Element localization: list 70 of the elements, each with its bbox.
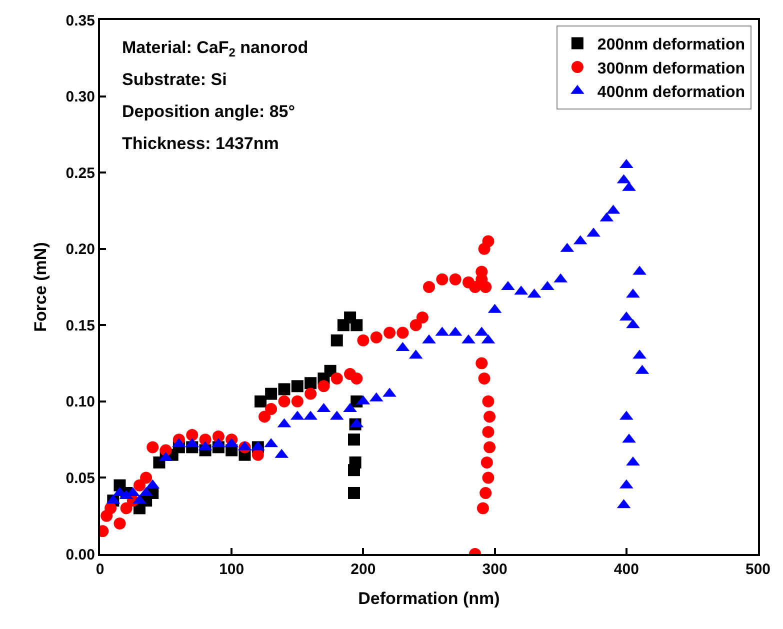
point bbox=[480, 456, 493, 468]
x-tick-label: 400 bbox=[614, 561, 639, 578]
point bbox=[265, 388, 278, 400]
point bbox=[416, 312, 428, 324]
point bbox=[104, 502, 117, 514]
point bbox=[370, 331, 382, 344]
point bbox=[278, 395, 290, 408]
point bbox=[304, 388, 317, 400]
point bbox=[133, 479, 146, 492]
point bbox=[318, 380, 330, 392]
point bbox=[476, 502, 489, 514]
point bbox=[482, 235, 494, 248]
point bbox=[254, 395, 267, 408]
y-tick-label: 0.20 bbox=[66, 241, 95, 258]
legend-label: 300nm deformation bbox=[597, 60, 746, 78]
point bbox=[482, 426, 494, 438]
point bbox=[330, 334, 343, 346]
annotation: Material: CaF$_{2}$ nanorod bbox=[122, 38, 308, 60]
point bbox=[114, 517, 126, 530]
point bbox=[278, 383, 290, 396]
point bbox=[449, 273, 462, 286]
x-tick-label: 200 bbox=[350, 561, 376, 578]
point bbox=[484, 410, 496, 423]
point bbox=[291, 395, 304, 408]
y-tick-label: 0.05 bbox=[66, 470, 95, 487]
point bbox=[258, 410, 270, 423]
legend-label: 400nm deformation bbox=[597, 84, 746, 102]
point bbox=[350, 372, 363, 385]
x-tick-label: 0 bbox=[96, 561, 104, 578]
point bbox=[482, 472, 494, 484]
point bbox=[350, 319, 363, 332]
point bbox=[478, 372, 490, 385]
point bbox=[423, 281, 435, 293]
y-tick-label: 0.15 bbox=[66, 317, 95, 334]
annotation: Thickness: 1437nm bbox=[122, 134, 279, 153]
point bbox=[480, 281, 492, 293]
point bbox=[186, 428, 198, 441]
point bbox=[484, 441, 496, 454]
point bbox=[291, 380, 304, 392]
point bbox=[146, 441, 159, 454]
point bbox=[120, 502, 132, 514]
y-tick-label: 0.30 bbox=[66, 88, 95, 106]
point bbox=[348, 464, 360, 476]
annotation: Deposition angle: 85° bbox=[122, 102, 296, 121]
y-tick-label: 0.25 bbox=[66, 164, 95, 182]
point bbox=[482, 395, 494, 408]
y-axis-title: Force (mN) bbox=[30, 242, 50, 332]
point bbox=[436, 273, 448, 286]
annotation: Substrate: Si bbox=[122, 70, 227, 89]
y-tick-label: 0.10 bbox=[66, 394, 95, 411]
x-tick-label: 100 bbox=[219, 561, 244, 578]
point bbox=[140, 472, 152, 484]
x-tick-label: 300 bbox=[482, 561, 508, 578]
point bbox=[476, 357, 488, 370]
y-tick-label: 0.35 bbox=[66, 12, 95, 30]
point bbox=[384, 326, 396, 339]
legend-label: 200nm deformation bbox=[597, 36, 746, 54]
point bbox=[357, 334, 370, 346]
point bbox=[396, 326, 409, 339]
point bbox=[410, 319, 422, 332]
point bbox=[330, 372, 343, 385]
point bbox=[265, 403, 278, 416]
point bbox=[348, 434, 360, 446]
point bbox=[252, 448, 264, 461]
y-tick-label: 0.00 bbox=[66, 546, 95, 564]
x-tick-label: 500 bbox=[745, 561, 771, 578]
point bbox=[480, 486, 492, 499]
point bbox=[304, 377, 317, 390]
x-axis-title: Deformation (nm) bbox=[358, 588, 500, 608]
point bbox=[348, 486, 360, 499]
